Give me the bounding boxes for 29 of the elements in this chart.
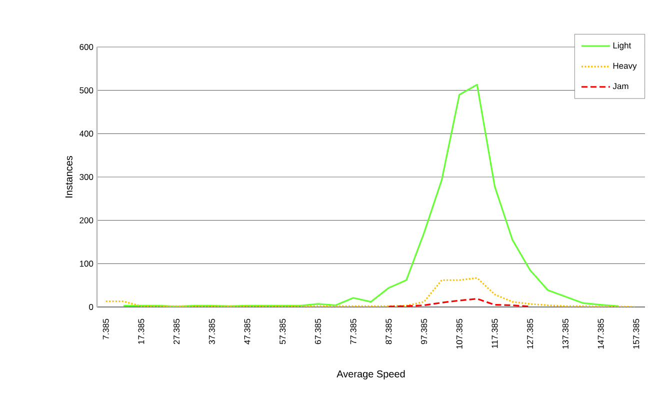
x-tick-label: 37.385 bbox=[208, 318, 215, 344]
x-tick-label: 7.385 bbox=[102, 318, 109, 340]
line-series bbox=[388, 298, 531, 307]
x-tick-label: 57.385 bbox=[280, 318, 286, 344]
x-tick-label: 127.385 bbox=[527, 318, 534, 349]
x-tick-label: 47.385 bbox=[244, 318, 250, 344]
y-tick-label: 100 bbox=[80, 260, 94, 267]
y-tick-label: 0 bbox=[89, 304, 94, 310]
y-tick-label: 200 bbox=[80, 217, 94, 224]
x-tick-label: 117.385 bbox=[492, 318, 498, 348]
x-tick-label: 77.385 bbox=[350, 318, 356, 344]
legend-label: Jam bbox=[612, 83, 628, 90]
y-tick-label: 600 bbox=[80, 44, 94, 50]
x-axis-title: Average Speed bbox=[336, 370, 405, 380]
legend-label: Light bbox=[613, 42, 632, 50]
y-tick-label: 500 bbox=[80, 87, 94, 94]
x-tick-label: 157.385 bbox=[633, 318, 640, 349]
y-axis-title: Instances bbox=[65, 156, 72, 198]
x-tick-label: 107.385 bbox=[456, 318, 462, 349]
x-tick-label: 137.385 bbox=[562, 318, 568, 349]
x-tick-label: 87.385 bbox=[386, 318, 392, 344]
legend-label: Heavy bbox=[613, 62, 637, 70]
x-tick-label: 67.385 bbox=[314, 318, 321, 344]
x-tick-label: 17.385 bbox=[138, 318, 144, 344]
x-tick-label: 27.385 bbox=[174, 318, 180, 344]
y-tick-label: 400 bbox=[79, 130, 94, 137]
y-tick-label: 300 bbox=[80, 174, 94, 180]
x-tick-label: 147.385 bbox=[598, 318, 604, 349]
x-tick-label: 97.385 bbox=[421, 318, 428, 344]
